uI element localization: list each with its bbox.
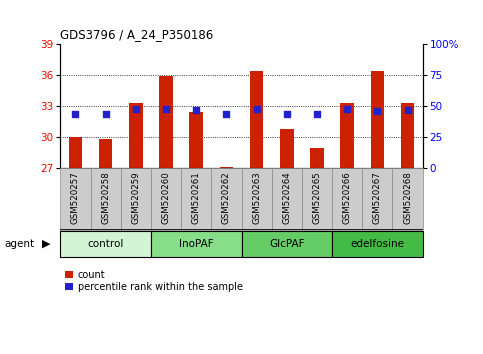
- Text: GlcPAF: GlcPAF: [269, 239, 304, 249]
- Bar: [181, 168, 212, 230]
- Bar: [220, 167, 233, 168]
- Bar: [280, 129, 294, 168]
- Point: [71, 111, 79, 116]
- Bar: [151, 168, 181, 230]
- Point: [283, 111, 291, 116]
- Text: GSM520262: GSM520262: [222, 171, 231, 224]
- Point: [404, 107, 412, 113]
- Bar: [250, 71, 263, 168]
- Text: edelfosine: edelfosine: [350, 239, 404, 249]
- Bar: [129, 103, 142, 168]
- Bar: [212, 168, 242, 230]
- Text: GSM520266: GSM520266: [342, 171, 352, 224]
- Bar: [310, 148, 324, 168]
- Text: GDS3796 / A_24_P350186: GDS3796 / A_24_P350186: [60, 28, 213, 41]
- Point: [162, 106, 170, 112]
- Bar: [69, 137, 82, 168]
- Text: GSM520261: GSM520261: [192, 171, 201, 224]
- Text: GSM520257: GSM520257: [71, 171, 80, 224]
- Bar: [370, 71, 384, 168]
- Text: ▶: ▶: [42, 239, 51, 249]
- Point: [223, 111, 230, 116]
- Text: InoPAF: InoPAF: [179, 239, 213, 249]
- Text: GSM520259: GSM520259: [131, 172, 141, 224]
- Legend: count, percentile rank within the sample: count, percentile rank within the sample: [65, 270, 243, 292]
- Bar: [271, 168, 302, 230]
- Text: GSM520260: GSM520260: [161, 171, 170, 224]
- Point: [313, 111, 321, 116]
- Bar: [91, 168, 121, 230]
- Bar: [189, 113, 203, 168]
- Text: agent: agent: [5, 239, 35, 249]
- Text: GSM520265: GSM520265: [313, 171, 322, 224]
- Bar: [151, 231, 242, 257]
- Bar: [302, 168, 332, 230]
- Text: GSM520268: GSM520268: [403, 171, 412, 224]
- Bar: [60, 168, 91, 230]
- Point: [343, 106, 351, 112]
- Bar: [362, 168, 393, 230]
- Bar: [242, 231, 332, 257]
- Point: [102, 111, 110, 116]
- Bar: [401, 103, 414, 168]
- Text: GSM520258: GSM520258: [101, 171, 110, 224]
- Bar: [332, 231, 423, 257]
- Bar: [393, 168, 423, 230]
- Point: [373, 108, 381, 114]
- Text: control: control: [87, 239, 124, 249]
- Text: GSM520267: GSM520267: [373, 171, 382, 224]
- Point: [132, 106, 140, 112]
- Bar: [242, 168, 271, 230]
- Point: [253, 106, 260, 112]
- Bar: [341, 103, 354, 168]
- Text: GSM520263: GSM520263: [252, 171, 261, 224]
- Bar: [159, 76, 173, 168]
- Text: GSM520264: GSM520264: [282, 171, 291, 224]
- Bar: [60, 231, 151, 257]
- Point: [192, 107, 200, 113]
- Bar: [332, 168, 362, 230]
- Bar: [99, 139, 113, 168]
- Bar: [121, 168, 151, 230]
